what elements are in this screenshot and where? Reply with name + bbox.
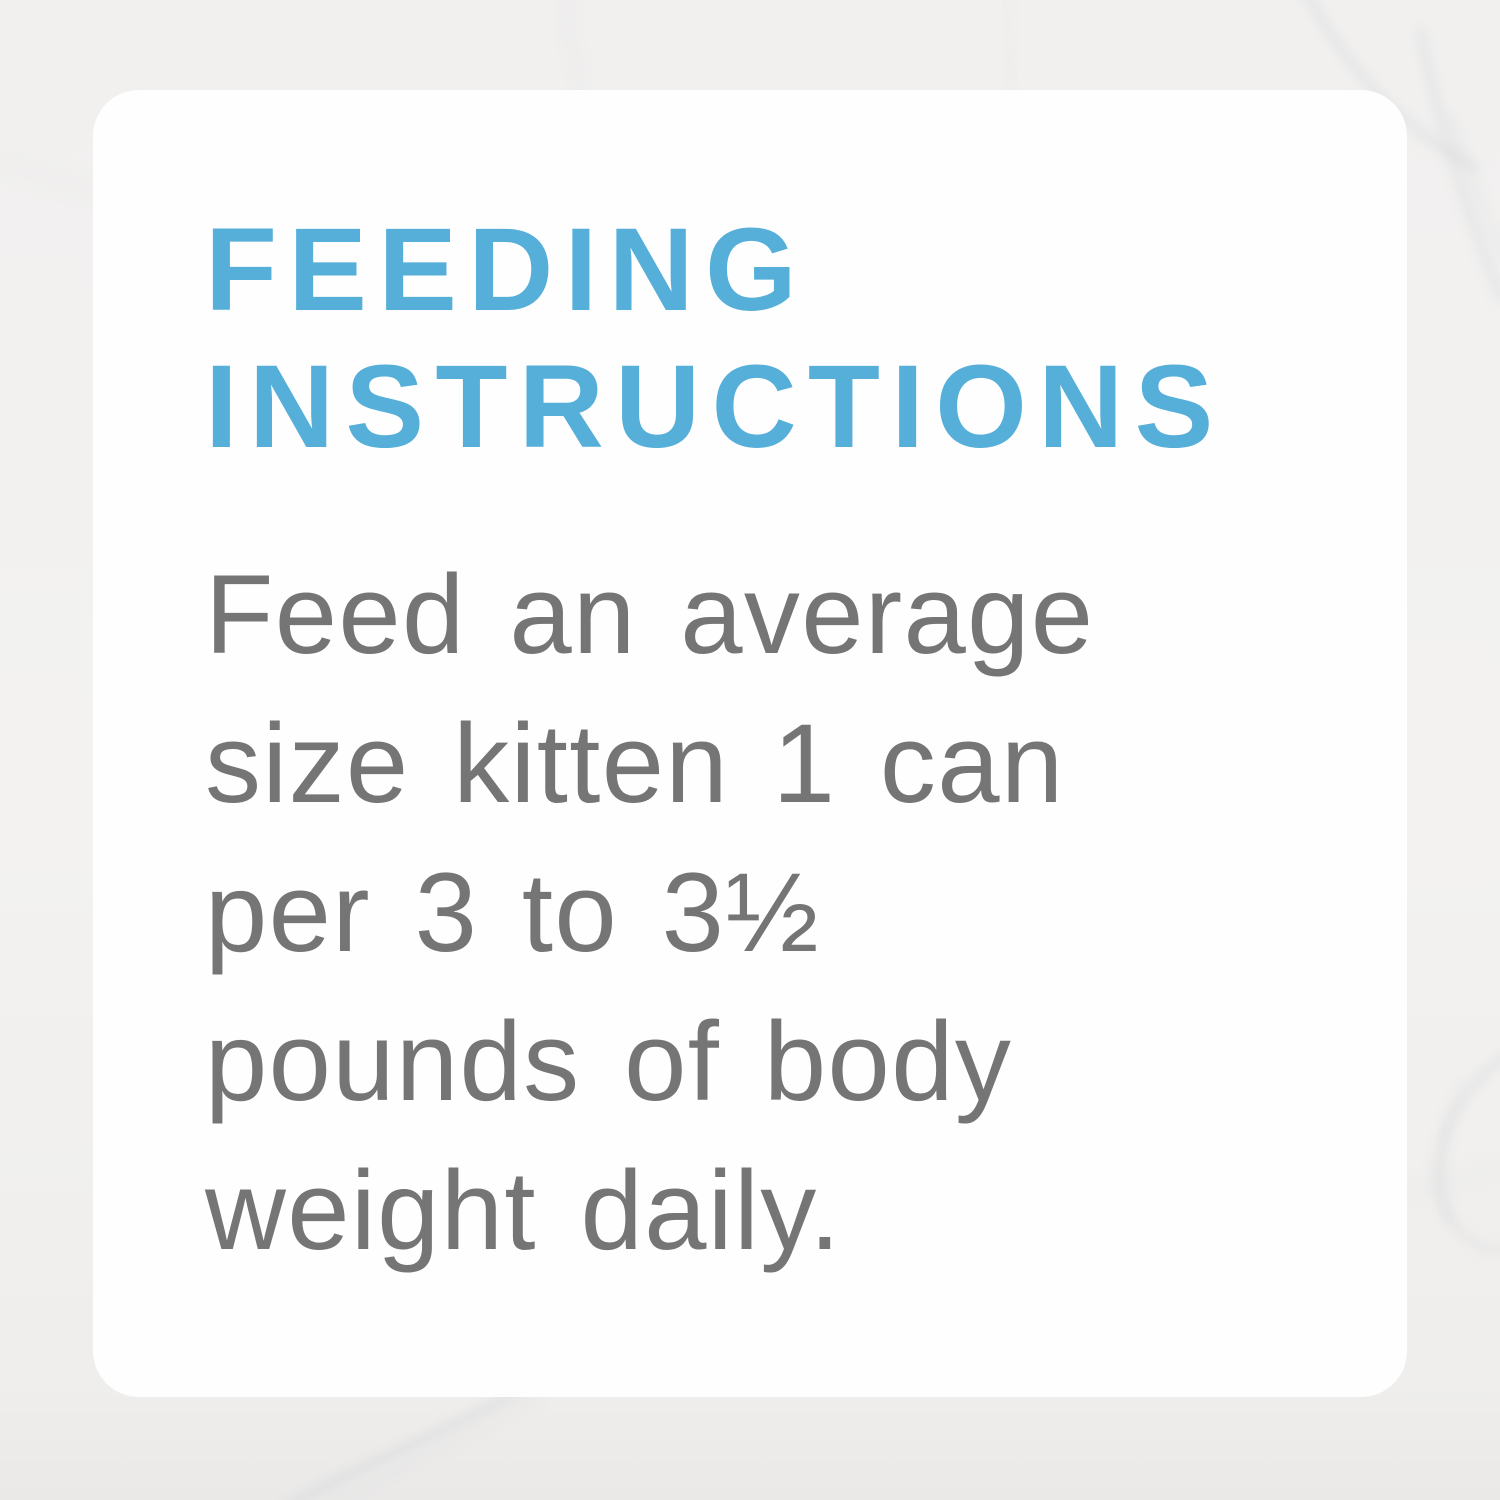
instruction-line: per 3 to 3½	[205, 850, 821, 975]
page-title: FEEDING INSTRUCTIONS	[205, 202, 1307, 476]
instruction-line: size kitten 1 can	[205, 701, 1065, 826]
title-line-2: INSTRUCTIONS	[205, 341, 1225, 473]
instruction-line: Feed an average	[205, 552, 1095, 677]
title-line-1: FEEDING	[205, 204, 808, 336]
info-card: FEEDING INSTRUCTIONS Feed an average siz…	[93, 90, 1407, 1397]
instruction-line: pounds of body	[205, 999, 1013, 1124]
instruction-line: weight daily.	[205, 1148, 842, 1273]
feeding-instructions-text: Feed an average size kitten 1 can per 3 …	[205, 540, 1307, 1285]
